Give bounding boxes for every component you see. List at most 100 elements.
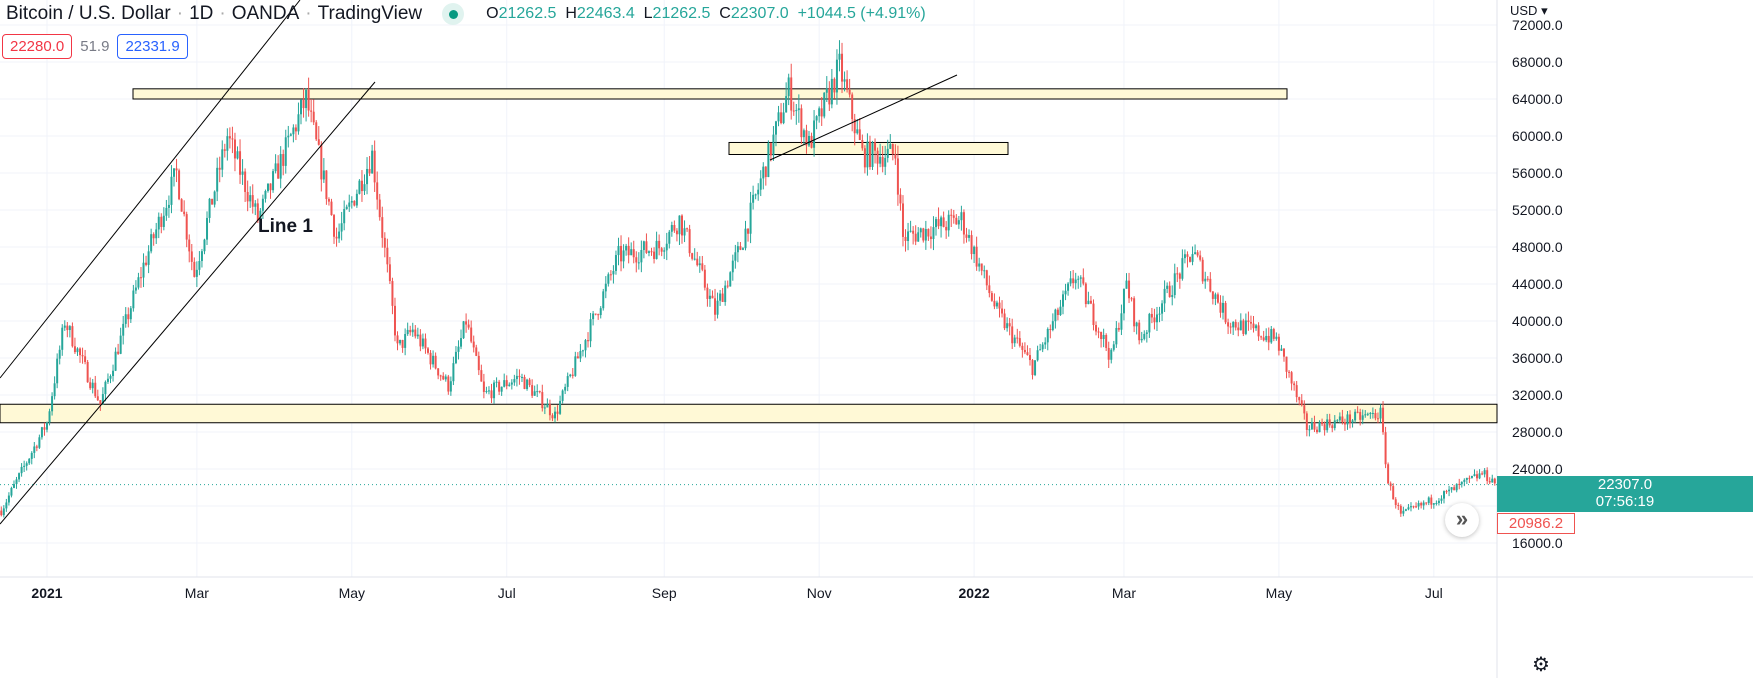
candle-body <box>797 108 800 111</box>
candle-body <box>1354 411 1357 421</box>
candle-body <box>330 201 333 216</box>
candle-body <box>1117 327 1120 330</box>
candle-body <box>411 329 414 333</box>
candle-body <box>23 465 26 467</box>
candle-body <box>584 340 587 351</box>
candle-body <box>132 290 135 309</box>
candle-body <box>731 260 734 273</box>
candle-body <box>1026 352 1029 356</box>
candle-body <box>63 325 66 328</box>
candle-body <box>429 352 432 365</box>
candle-body <box>650 251 653 253</box>
candle-body <box>391 281 394 306</box>
candle-body <box>452 363 455 382</box>
candle-body <box>1097 331 1100 333</box>
candle-body <box>828 88 831 105</box>
candle-body <box>1412 506 1415 508</box>
candle-body <box>449 381 452 392</box>
candle-body <box>2 508 5 516</box>
candle-body <box>813 120 816 148</box>
ohlc-values: O21262.5 H22463.4 L21262.5 C22307.0 +104… <box>486 5 926 22</box>
candle-body <box>655 240 658 259</box>
candle-body <box>444 376 447 380</box>
interval[interactable]: 1D <box>189 3 214 24</box>
candle-body <box>1219 302 1222 313</box>
candle-body <box>1272 329 1275 339</box>
currency-selector[interactable]: USD ▾ <box>1510 3 1548 18</box>
candle-body <box>355 193 358 206</box>
candle-body <box>937 219 940 227</box>
candle-body <box>254 203 257 207</box>
candle-body <box>536 391 539 393</box>
candle-body <box>1277 336 1280 351</box>
candle-body <box>1252 323 1255 329</box>
candle-body <box>117 351 120 354</box>
candle-body <box>68 326 71 331</box>
candle-body <box>1018 338 1021 346</box>
candle-body <box>495 381 498 383</box>
candle-body <box>462 321 465 339</box>
sell-button[interactable]: 22280.0 <box>2 34 73 59</box>
candle-body <box>345 206 348 210</box>
settings-gear-icon[interactable]: ⚙ <box>1532 654 1550 676</box>
candle-body <box>1288 371 1291 373</box>
candle-body <box>112 370 115 377</box>
candle-body <box>508 384 511 387</box>
candle-body <box>1399 505 1402 514</box>
candle-body <box>848 89 851 95</box>
candle-body <box>1493 478 1496 484</box>
candle-body <box>1128 280 1131 299</box>
candle-body <box>228 136 231 139</box>
candle-body <box>787 77 790 97</box>
candle-body <box>188 239 191 252</box>
candle-body <box>142 262 145 278</box>
candle-body <box>1293 383 1296 386</box>
candle-body <box>1069 278 1072 284</box>
candle-body <box>109 376 112 379</box>
candle-body <box>668 231 671 244</box>
candle-body <box>1171 295 1174 298</box>
candle-body <box>1425 502 1428 504</box>
candle-body <box>579 351 582 359</box>
buy-button[interactable]: 22331.9 <box>117 34 188 59</box>
symbol-title[interactable]: Bitcoin / U.S. Dollar <box>6 3 171 24</box>
candle-body <box>175 168 178 171</box>
candle-body <box>460 338 463 347</box>
candle-body <box>978 263 981 267</box>
candle-body <box>127 314 130 320</box>
candle-body <box>393 305 396 336</box>
candle-body <box>1140 338 1143 341</box>
candle-body <box>853 119 856 134</box>
candle-body <box>1036 350 1039 361</box>
candle-body <box>968 235 971 238</box>
y-tick-label: 40000.0 <box>1512 313 1563 329</box>
candle-body <box>1437 500 1440 504</box>
candle-body <box>104 381 107 395</box>
candle-body <box>1346 414 1349 425</box>
candle-body <box>587 340 590 342</box>
candle-body <box>907 231 910 242</box>
candle-body <box>480 370 483 382</box>
candle-body <box>642 241 645 250</box>
candle-body <box>1191 254 1194 262</box>
candle-body <box>106 378 109 382</box>
candle-body <box>358 180 361 194</box>
candle-body <box>203 239 206 252</box>
candle-body <box>1285 356 1288 372</box>
candle-body <box>1361 415 1364 420</box>
candle-body <box>734 252 737 261</box>
candle-body <box>1473 474 1476 476</box>
candle-body <box>711 295 714 299</box>
candle-body <box>1176 273 1179 275</box>
candle-body <box>289 134 292 136</box>
candle-body <box>599 308 602 316</box>
scroll-to-realtime-button[interactable]: » <box>1445 503 1479 537</box>
candle-body <box>640 249 643 263</box>
candle-body <box>886 148 889 158</box>
candle-body <box>1260 336 1263 338</box>
candle-body <box>371 150 374 174</box>
candle-body <box>597 314 600 316</box>
candle-body <box>838 53 841 60</box>
candle-body <box>520 376 523 378</box>
